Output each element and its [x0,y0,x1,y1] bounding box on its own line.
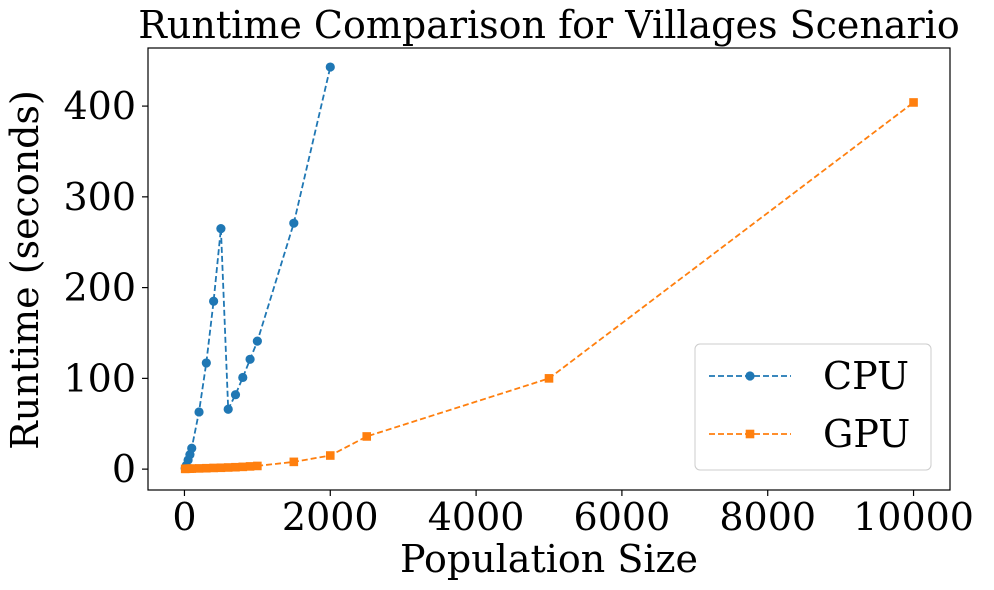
data-point [187,443,197,453]
x-axis-label: Population Size [400,537,698,581]
data-point [245,354,255,364]
x-tick-label: 2000 [282,495,379,539]
plot-border [147,47,951,491]
y-tick-label: 400 [63,84,136,128]
data-point [231,462,240,472]
data-point [201,358,211,368]
x-axis-ticks: 0 2000 4000 6000 8000 10000 [172,490,974,539]
data-point [238,462,248,472]
y-tick-label: 200 [63,266,136,310]
data-point [362,432,372,441]
legend-marker [745,371,755,381]
x-tick-label: 6000 [574,495,671,539]
data-point [253,461,262,471]
chart-title: Runtime Comparison for Villages Scenario [138,3,959,47]
x-tick-label: 8000 [719,495,816,539]
data-point [325,62,335,72]
y-axis-ticks: 0 100 200 300 400 [63,84,148,491]
data-point [245,462,255,471]
y-tick-label: 0 [112,447,136,491]
data-point [209,463,218,473]
series-layer [180,62,918,474]
data-point [289,457,299,467]
plot-frame [147,47,951,491]
data-point [209,296,219,306]
data-point [216,224,226,234]
legend-label-gpu: GPU [823,412,910,456]
legend-label-cpu: CPU [823,354,909,398]
data-point [289,218,299,228]
y-tick-label: 300 [63,175,136,219]
data-point [252,336,262,346]
data-point [216,463,226,473]
x-tick-label: 0 [172,495,196,539]
x-tick-label: 10000 [853,495,974,539]
legend-marker [745,429,755,439]
data-point [223,404,233,414]
data-point [202,463,211,473]
data-point [909,98,918,107]
data-point [238,372,248,383]
data-point [325,451,335,460]
y-axis-label: Runtime (seconds) [3,90,47,450]
data-point [194,464,204,473]
data-point [223,463,233,472]
data-point [544,374,554,383]
legend: CPU GPU [694,343,932,471]
data-point [230,390,241,400]
data-point [194,407,204,417]
data-point [187,464,197,473]
series-gpu [180,98,918,474]
y-tick-label: 100 [63,356,136,400]
x-tick-label: 4000 [428,495,525,539]
